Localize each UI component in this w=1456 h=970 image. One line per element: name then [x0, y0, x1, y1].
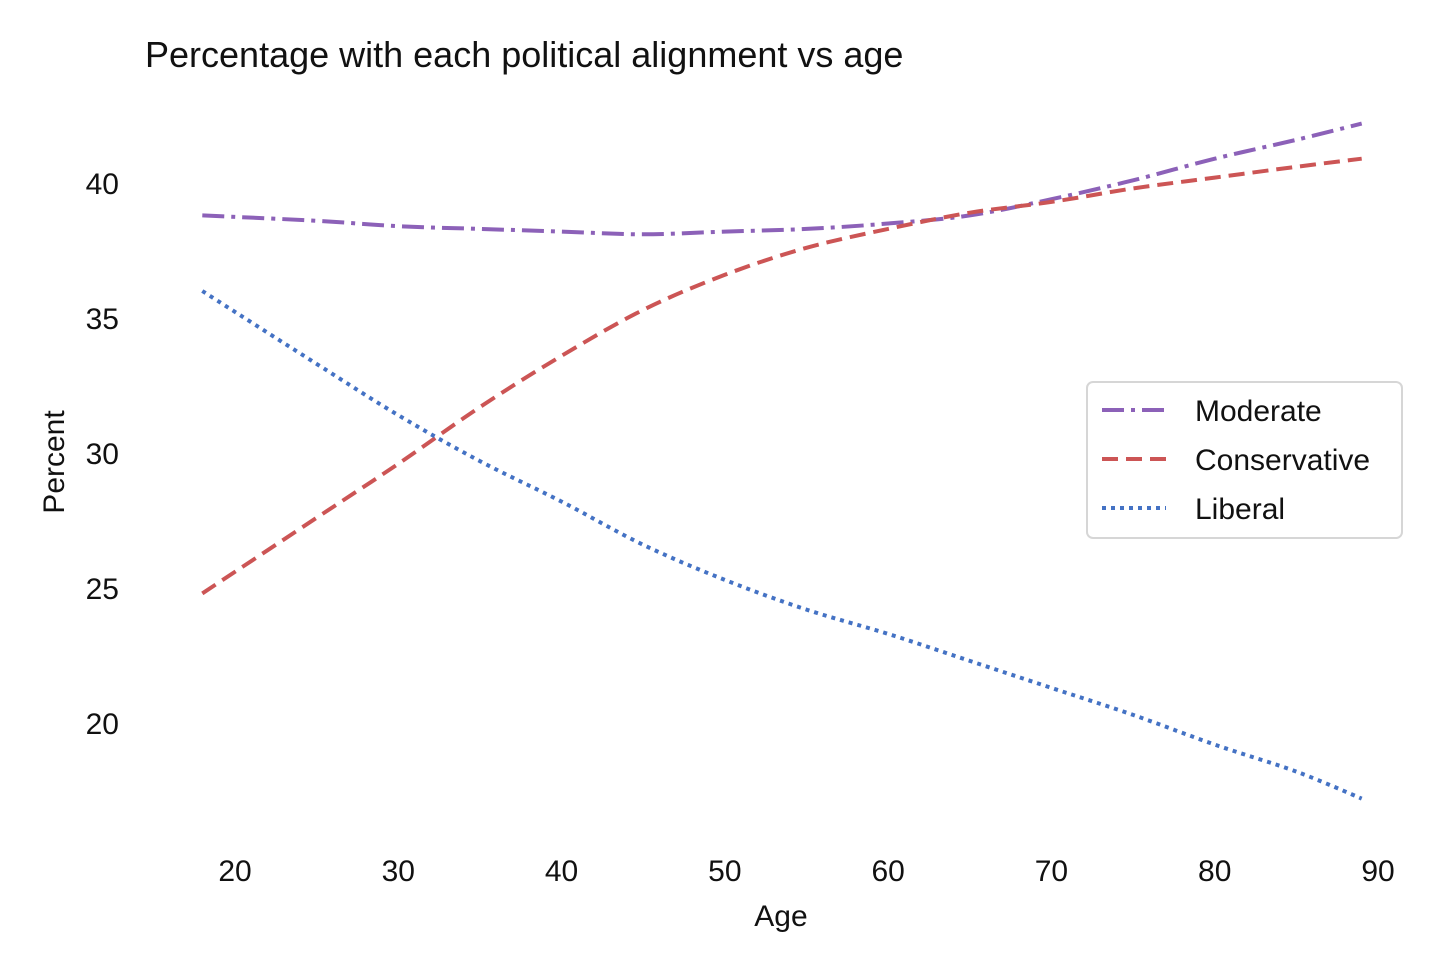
legend-frame [1086, 381, 1403, 539]
x-tick-label: 70 [1035, 855, 1068, 888]
series-line-liberal [201, 289, 1363, 801]
x-tick-label: 50 [708, 855, 741, 888]
x-tick-label: 30 [382, 855, 415, 888]
x-axis-label: Age [754, 900, 807, 933]
y-tick-label: 20 [86, 708, 119, 741]
legend-label-liberal: Liberal [1195, 493, 1285, 526]
y-tick-label: 30 [86, 438, 119, 471]
y-axis-ticks: 20 25 30 35 40 [86, 168, 119, 741]
legend: Moderate Conservative Liberal [1086, 381, 1403, 539]
x-tick-label: 40 [545, 855, 578, 888]
legend-entries: Moderate Conservative Liberal [1102, 395, 1370, 526]
chart-title: Percentage with each political alignment… [145, 34, 903, 75]
x-axis-ticks: 20 30 40 50 60 70 80 90 [218, 855, 1394, 888]
x-tick-label: 80 [1198, 855, 1231, 888]
legend-label-conservative: Conservative [1195, 444, 1370, 477]
series-layer [201, 121, 1363, 801]
x-tick-label: 60 [871, 855, 904, 888]
y-tick-label: 40 [86, 168, 119, 201]
x-tick-label: 20 [218, 855, 251, 888]
series-line-conservative [201, 156, 1362, 596]
y-tick-label: 35 [86, 303, 119, 336]
x-tick-label: 90 [1361, 855, 1394, 888]
series-line-moderate [202, 121, 1363, 237]
legend-label-moderate: Moderate [1195, 395, 1322, 428]
y-axis-label: Percent [38, 410, 71, 514]
y-tick-label: 25 [86, 573, 119, 606]
